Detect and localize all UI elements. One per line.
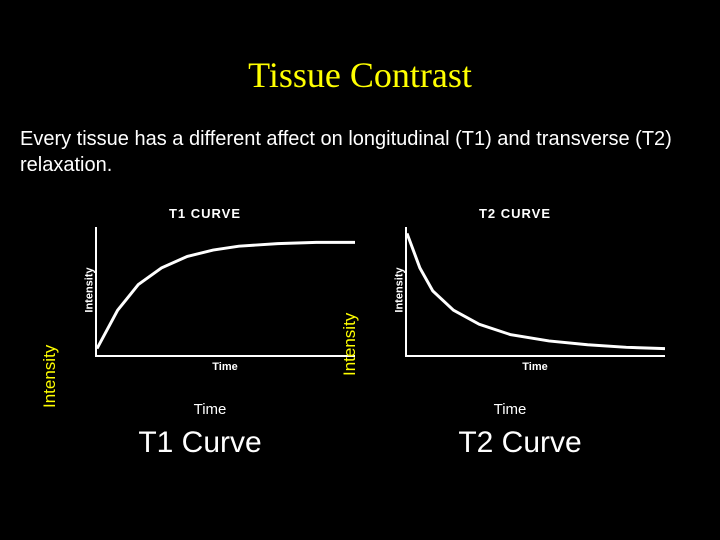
t2-chart-panel: Intensity T2 CURVE Time — [365, 206, 665, 373]
curve-label-left: T1 Curve — [70, 426, 330, 460]
curve-label-right: T2 Curve — [390, 426, 650, 460]
time-labels-row: Time Time — [0, 401, 720, 418]
time-label-right: Time — [410, 401, 610, 418]
description-text: Every tissue has a different affect on l… — [0, 116, 720, 188]
t1-chart-panel: Intensity T1 CURVE Time — [55, 206, 355, 373]
t1-curve-svg — [97, 227, 355, 355]
t2-inner-xlabel: Time — [405, 361, 665, 373]
t2-chart-area — [405, 227, 665, 357]
t1-inner-xlabel: Time — [95, 361, 355, 373]
t2-chart-title: T2 CURVE — [365, 206, 665, 221]
curve-labels-row: T1 Curve T2 Curve — [0, 426, 720, 460]
t1-chart-title: T1 CURVE — [55, 206, 355, 221]
time-label-left: Time — [110, 401, 310, 418]
t2-inner-ylabel: Intensity — [394, 267, 406, 312]
outer-ylabel-right: Intensity — [340, 313, 360, 376]
t1-chart-area — [95, 227, 355, 357]
t2-curve-svg — [407, 227, 665, 355]
t1-inner-ylabel: Intensity — [84, 267, 96, 312]
page-title: Tissue Contrast — [0, 0, 720, 116]
charts-container: Intensity T1 CURVE Time Intensity T2 CUR… — [0, 206, 720, 373]
